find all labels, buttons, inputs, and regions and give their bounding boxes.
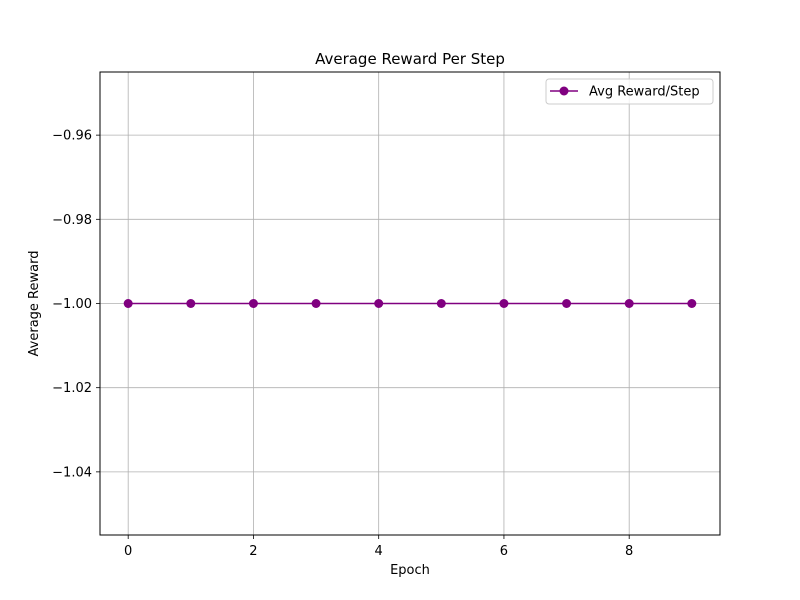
x-tick-label: 0 xyxy=(124,544,132,559)
data-point xyxy=(562,299,572,308)
legend: Avg Reward/Step xyxy=(545,78,714,105)
y-tick-label: −1.02 xyxy=(52,381,92,396)
legend-marker-swatch xyxy=(559,86,569,96)
y-tick-label: −1.04 xyxy=(52,465,92,480)
data-point xyxy=(687,299,697,308)
data-point xyxy=(311,299,321,308)
x-axis: 0 2 4 6 8 xyxy=(124,535,633,559)
x-tick-label: 4 xyxy=(375,544,383,559)
y-axis: −1.04 −1.02 −1.00 −0.98 −0.96 xyxy=(52,129,100,480)
x-tick-label: 2 xyxy=(249,544,257,559)
x-axis-label: Epoch xyxy=(390,563,430,578)
chart-title: Average Reward Per Step xyxy=(315,50,505,68)
y-axis-label: Average Reward xyxy=(27,251,42,357)
data-point xyxy=(248,299,258,308)
x-tick-label: 8 xyxy=(625,544,633,559)
y-tick-label: −1.00 xyxy=(52,297,92,312)
x-tick-label: 6 xyxy=(500,544,508,559)
legend-label: Avg Reward/Step xyxy=(589,85,700,100)
data-point xyxy=(624,299,634,308)
data-point xyxy=(374,299,384,308)
data-point xyxy=(499,299,509,308)
y-tick-label: −0.98 xyxy=(52,213,92,228)
data-point xyxy=(436,299,446,308)
legend-box xyxy=(545,78,714,105)
y-tick-label: −0.96 xyxy=(52,129,92,144)
data-point xyxy=(186,299,196,308)
data-point xyxy=(123,299,133,308)
series-layer xyxy=(123,299,697,308)
